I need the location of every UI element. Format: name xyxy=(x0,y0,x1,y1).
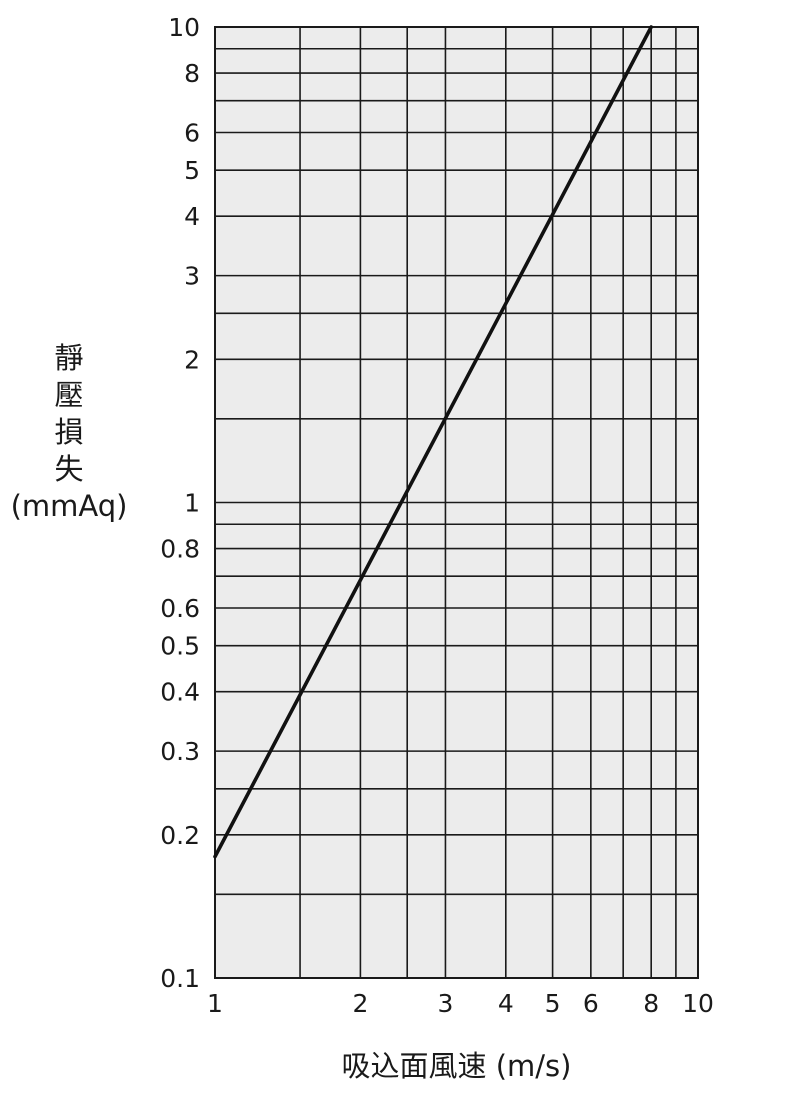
y-axis-title-char: 損 xyxy=(54,415,84,449)
series-layer xyxy=(213,25,653,859)
y-axis-title-char: 失 xyxy=(54,452,84,486)
y-tick-label: 1 xyxy=(184,489,200,518)
x-tick-label: 2 xyxy=(352,989,368,1018)
y-tick-label: 8 xyxy=(184,59,200,88)
x-tick-label: 10 xyxy=(682,989,714,1018)
y-tick-label: 3 xyxy=(184,262,200,291)
x-tick-label: 5 xyxy=(545,989,561,1018)
y-axis-title-char: 靜 xyxy=(54,341,84,375)
x-axis-label: 吸込面風速 (m/s) xyxy=(341,1049,572,1083)
y-tick-label: 10 xyxy=(168,13,200,42)
y-tick-label: 6 xyxy=(184,118,200,147)
x-tick-label: 3 xyxy=(437,989,453,1018)
y-tick-label: 0.3 xyxy=(160,737,200,766)
y-tick-label: 5 xyxy=(184,156,200,185)
y-axis-label: 靜壓損失 (mmAq) xyxy=(4,340,134,525)
y-tick-label: 0.6 xyxy=(160,594,200,623)
x-tick-label: 6 xyxy=(583,989,599,1018)
x-tick-label: 1 xyxy=(207,989,223,1018)
plot-frame xyxy=(214,26,699,979)
y-tick-label: 0.5 xyxy=(160,632,200,661)
horizontal-grid xyxy=(215,47,698,896)
y-axis-title-char: 壓 xyxy=(54,378,84,412)
y-tick-label: 0.2 xyxy=(160,821,200,850)
x-tick-label: 4 xyxy=(498,989,514,1018)
series-line xyxy=(213,25,653,859)
x-tick-label: 8 xyxy=(643,989,659,1018)
y-tick-label: 0.4 xyxy=(160,678,200,707)
y-tick-label: 4 xyxy=(184,202,200,231)
y-axis-title: 靜壓損失 xyxy=(4,340,134,488)
y-tick-label: 2 xyxy=(184,345,200,374)
y-tick-label: 0.8 xyxy=(160,535,200,564)
y-tick-label: 0.1 xyxy=(160,964,200,993)
y-axis-unit: (mmAq) xyxy=(10,489,128,523)
x-tick-labels: 1 2 3 4 5 6 8 10 xyxy=(207,989,714,1018)
y-tick-labels: 0.1 0.2 0.3 0.4 0.5 0.6 0.8 1 2 3 4 5 6 8 10 xyxy=(160,13,200,993)
